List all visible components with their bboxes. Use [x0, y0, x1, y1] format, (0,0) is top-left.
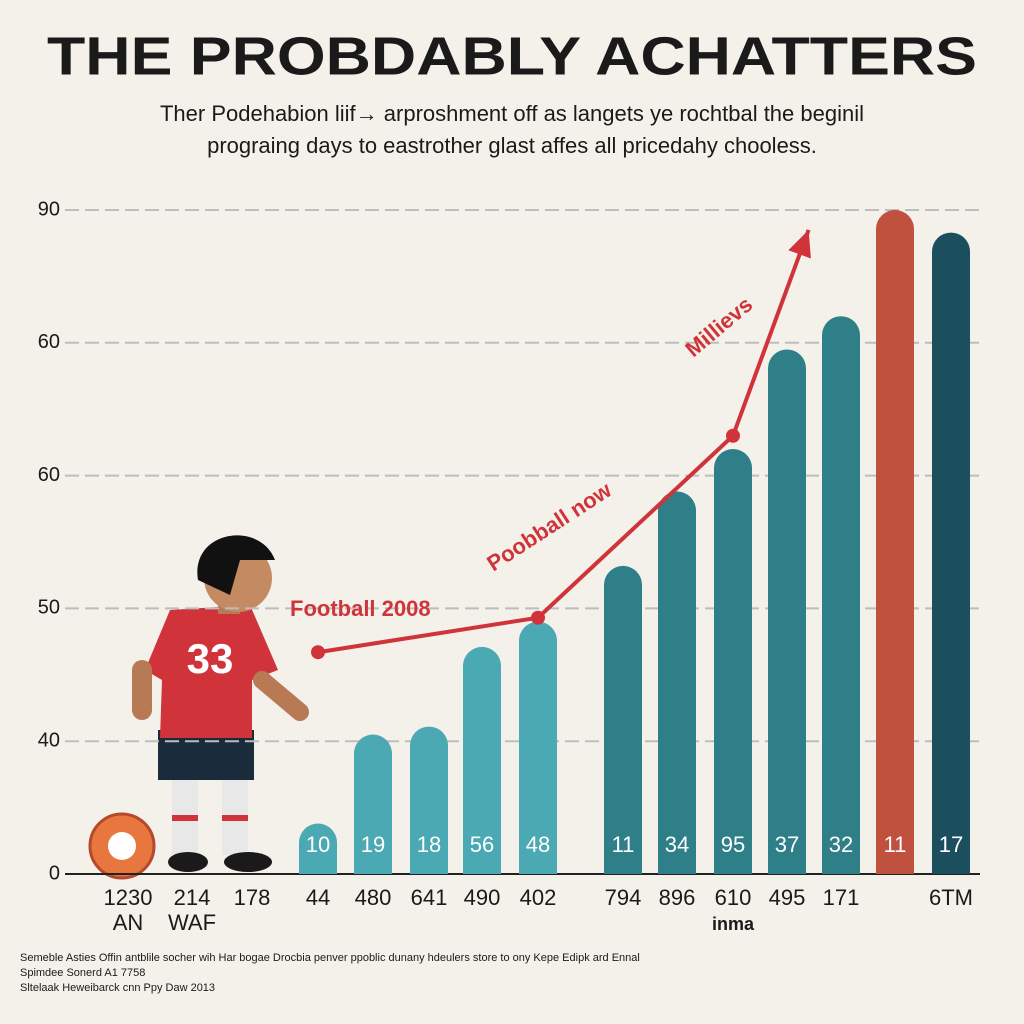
bar-inner-label: 56	[470, 832, 494, 857]
x-tick-label: 641	[411, 885, 448, 910]
bar	[604, 565, 642, 874]
trend-point	[311, 645, 325, 660]
y-tick-label: 60	[38, 464, 60, 486]
player-illustration: 33	[88, 535, 309, 880]
subtitle: Ther Podehabion liif→ arproshment off as…	[160, 101, 864, 126]
x-tick-label: 610	[715, 885, 752, 910]
bar-inner-label: 37	[775, 832, 799, 857]
y-tick-label: 0	[49, 862, 60, 884]
x-tick-label: 6TM	[929, 885, 973, 910]
bar-inner-label: 10	[306, 832, 330, 857]
footnote: Sltelaak Heweibarck cnn Ppy Daw 2013	[20, 982, 215, 994]
bar-inner-label: 17	[939, 832, 963, 857]
bar	[822, 316, 860, 874]
bar	[410, 726, 448, 874]
x-tick-label: 171	[823, 885, 860, 910]
x-tick-label: 794	[605, 885, 642, 910]
x-axis-note: inma	[712, 914, 755, 934]
trend-point	[726, 428, 740, 443]
bar-inner-label: 34	[665, 832, 689, 857]
bar	[354, 734, 392, 874]
bar	[714, 449, 752, 874]
bar-inner-label: 95	[721, 832, 745, 857]
bar-inner-label: 32	[829, 832, 853, 857]
x-tick-label: 896	[659, 885, 696, 910]
bar	[876, 210, 914, 874]
chart-title: THE PROBDABLY ACHATTERS	[47, 26, 977, 86]
bar	[658, 491, 696, 874]
footnote: Spimdee Sonerd A1 7758	[20, 967, 145, 979]
x-extra-label: AN	[113, 910, 144, 935]
bar	[768, 349, 806, 874]
y-tick-label: 90	[38, 198, 60, 220]
bar	[463, 646, 501, 874]
bar-inner-label: 19	[361, 832, 385, 857]
bar	[299, 823, 337, 874]
footnote: Semeble Asties Offin antblile socher wih…	[20, 952, 640, 964]
bar-inner-label: 11	[612, 832, 635, 857]
x-tick-label: 495	[769, 885, 806, 910]
bar-inner-label: 18	[417, 832, 441, 857]
trend-line	[317, 229, 811, 655]
x-tick-label: 480	[355, 885, 392, 910]
x-extra-label: 214	[174, 885, 211, 910]
x-extra-label: 1230	[104, 885, 153, 910]
y-tick-label: 50	[38, 597, 60, 619]
bar-inner-label: 48	[526, 832, 550, 857]
bar-inner-label: 11	[884, 832, 907, 857]
x-extra-label: WAF	[168, 910, 216, 935]
annotation: Football 2008	[290, 596, 431, 621]
y-tick-label: 40	[38, 729, 60, 751]
x-tick-label: 402	[520, 885, 557, 910]
x-tick-label: 44	[306, 885, 330, 910]
arrow-head	[788, 229, 811, 259]
bar	[519, 621, 557, 874]
svg-text:33: 33	[187, 635, 234, 682]
subtitle: prograing days to eastrother glast affes…	[207, 133, 817, 158]
x-tick-label: 490	[464, 885, 501, 910]
bar	[932, 232, 970, 874]
trend-point	[531, 610, 545, 625]
y-tick-label: 60	[38, 331, 60, 353]
x-extra-label: 178	[234, 885, 271, 910]
